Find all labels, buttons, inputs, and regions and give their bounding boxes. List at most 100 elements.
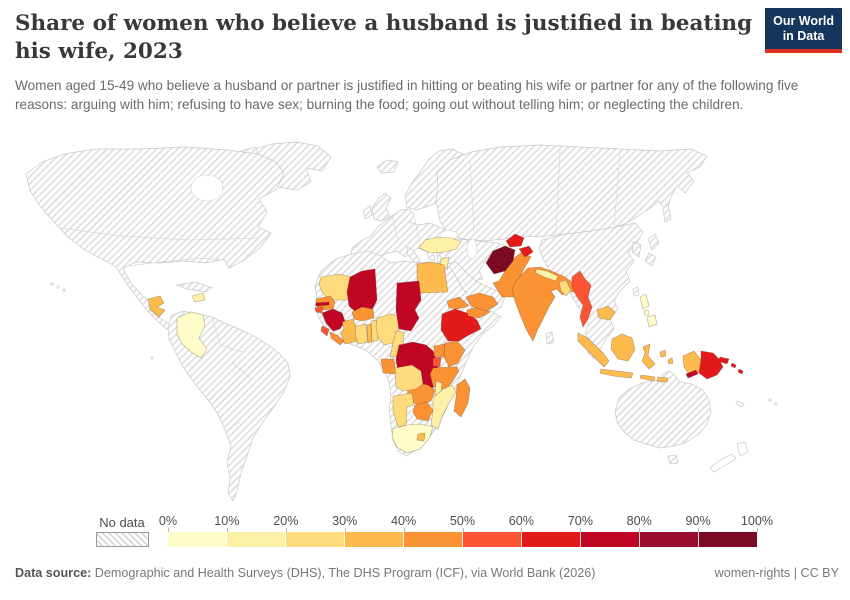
- country-nepal[interactable]: [535, 268, 559, 282]
- legend-bin-swatch[interactable]: [404, 532, 463, 547]
- country-indonesia-sulawesi[interactable]: [641, 343, 656, 370]
- landmass-taiwan[interactable]: [632, 286, 640, 297]
- country-madagascar[interactable]: [453, 378, 471, 418]
- hawaii-islands[interactable]: [50, 282, 54, 286]
- landmass-south-america[interactable]: [167, 310, 291, 502]
- landmass-japan-north[interactable]: [647, 233, 660, 251]
- country-myanmar[interactable]: [571, 270, 593, 328]
- footer-note[interactable]: women-rights | CC BY: [714, 566, 839, 580]
- country-indonesia-borneo[interactable]: [610, 333, 636, 362]
- galapagos-islands[interactable]: [150, 356, 154, 360]
- legend-bin-swatch[interactable]: [168, 532, 227, 547]
- hawaii-islands[interactable]: [56, 285, 60, 289]
- country-sierra-leone[interactable]: [320, 325, 330, 337]
- legend-tick-label: 20%: [273, 514, 299, 528]
- hawaii-islands[interactable]: [62, 288, 66, 292]
- legend-bin-swatch[interactable]: [227, 532, 286, 547]
- legend-bin-swatch[interactable]: [522, 532, 581, 547]
- landmass-sakhalin[interactable]: [662, 203, 672, 223]
- landmass-britain[interactable]: [371, 192, 392, 222]
- country-gabon[interactable]: [380, 358, 397, 375]
- country-egypt[interactable]: [416, 261, 449, 294]
- landmass-tasmania[interactable]: [667, 454, 679, 465]
- landmass-new-caledonia[interactable]: [735, 400, 745, 408]
- legend-tick-labels: 0% 10% 20% 30% 40% 50% 60% 70% 80% 90% 100%: [159, 514, 773, 528]
- country-kashmir[interactable]: [518, 245, 534, 258]
- legend-no-data-swatch[interactable]: [96, 532, 149, 547]
- country-guinea[interactable]: [321, 308, 346, 332]
- legend-tick-label: 0%: [158, 514, 178, 528]
- legend-bin-swatch[interactable]: [581, 532, 640, 547]
- landmass-siberia-russia[interactable]: [435, 144, 708, 242]
- legend-colorbar[interactable]: [168, 532, 757, 547]
- country-cote-divoire[interactable]: [340, 318, 359, 345]
- country-gambia[interactable]: [315, 301, 330, 307]
- country-yemen[interactable]: [465, 292, 499, 312]
- country-bangladesh[interactable]: [558, 279, 572, 297]
- country-png-new-britain[interactable]: [717, 356, 730, 365]
- country-philippines[interactable]: [646, 314, 658, 328]
- legend-bin-swatch[interactable]: [463, 532, 522, 547]
- legend-bin-swatch[interactable]: [345, 532, 404, 547]
- country-rwanda-burundi[interactable]: [432, 356, 442, 368]
- country-turkey[interactable]: [418, 236, 462, 254]
- country-haiti[interactable]: [191, 292, 206, 303]
- landmass-cuba[interactable]: [175, 281, 213, 293]
- country-indonesia-lesser-sunda[interactable]: [639, 374, 656, 382]
- country-ethiopia[interactable]: [440, 308, 482, 342]
- fiji-islands[interactable]: [768, 398, 772, 402]
- legend-bin-swatch[interactable]: [699, 532, 757, 547]
- country-ghana[interactable]: [354, 323, 369, 345]
- country-angola[interactable]: [394, 364, 424, 392]
- country-burkina-faso[interactable]: [351, 306, 375, 322]
- owid-logo-line2: in Data: [782, 29, 825, 43]
- country-eritrea[interactable]: [446, 296, 470, 310]
- country-south-africa[interactable]: [391, 423, 434, 454]
- page-subtitle: Women aged 15-49 who believe a husband o…: [15, 78, 799, 113]
- landmass-new-zealand-north[interactable]: [736, 441, 749, 457]
- country-cambodia[interactable]: [596, 305, 616, 321]
- legend-bin-swatch[interactable]: [640, 532, 699, 547]
- country-papua-new-guinea[interactable]: [698, 350, 724, 380]
- country-indonesia-maluku[interactable]: [659, 349, 667, 358]
- footer-datasource: Data source: Demographic and Health Surv…: [15, 566, 595, 580]
- fiji-islands[interactable]: [774, 402, 778, 406]
- country-togo[interactable]: [366, 323, 373, 344]
- landmass-iceland[interactable]: [376, 159, 399, 174]
- country-liberia[interactable]: [329, 331, 345, 346]
- country-indonesia-papua[interactable]: [682, 350, 702, 378]
- country-zimbabwe[interactable]: [412, 401, 434, 422]
- country-philippines[interactable]: [639, 293, 650, 310]
- legend-bin-swatch[interactable]: [286, 532, 345, 547]
- country-solomon-islands[interactable]: [737, 368, 744, 375]
- country-indonesia-lesser-sunda[interactable]: [656, 376, 669, 383]
- landmass-italy[interactable]: [406, 246, 421, 264]
- country-mozambique[interactable]: [430, 384, 457, 430]
- country-indonesia-sumatra[interactable]: [577, 332, 610, 368]
- country-indonesia-maluku[interactable]: [667, 357, 674, 365]
- country-indonesia-java[interactable]: [599, 368, 634, 379]
- country-afghanistan[interactable]: [485, 245, 516, 275]
- country-chad[interactable]: [395, 280, 422, 332]
- landmass-korea[interactable]: [631, 241, 642, 258]
- country-solomon-islands[interactable]: [730, 362, 737, 369]
- country-lesotho[interactable]: [416, 432, 426, 442]
- country-guinea-bissau[interactable]: [314, 306, 324, 314]
- country-tajikistan[interactable]: [505, 233, 525, 248]
- country-colombia[interactable]: [176, 311, 208, 359]
- landmass-japan-south[interactable]: [644, 252, 657, 267]
- landmass-new-zealand-south[interactable]: [709, 453, 737, 473]
- country-philippines[interactable]: [643, 309, 650, 316]
- country-uganda[interactable]: [433, 343, 446, 358]
- landmass-australia[interactable]: [614, 370, 712, 449]
- country-timor-leste[interactable]: [685, 369, 699, 379]
- landmass-sri-lanka[interactable]: [545, 331, 555, 345]
- country-mauritania[interactable]: [318, 273, 353, 301]
- landmass-ireland[interactable]: [362, 205, 373, 220]
- owid-logo-line1: Our World: [773, 14, 834, 28]
- country-guatemala[interactable]: [147, 295, 166, 318]
- owid-logo[interactable]: Our World in Data: [765, 8, 842, 53]
- country-namibia[interactable]: [392, 392, 415, 428]
- legend-tick-label: 40%: [390, 514, 417, 528]
